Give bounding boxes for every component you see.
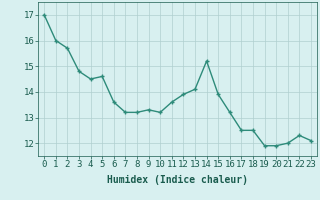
X-axis label: Humidex (Indice chaleur): Humidex (Indice chaleur) (107, 175, 248, 185)
